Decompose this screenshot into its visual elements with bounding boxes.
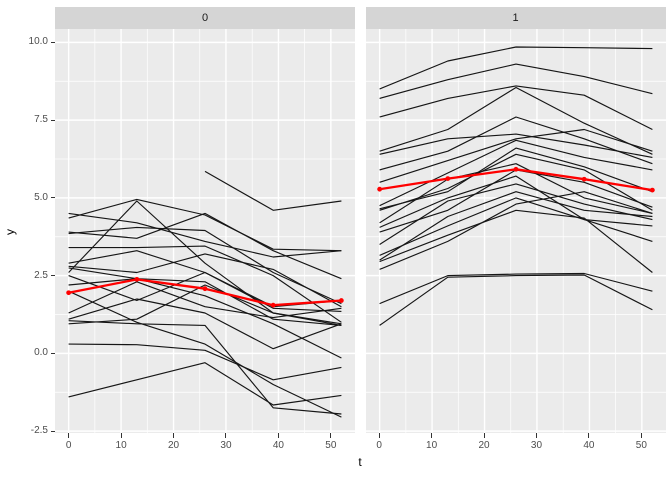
subject-trajectory-line: [378, 209, 653, 273]
subject-trajectory-line: [68, 298, 342, 350]
y-tick-mark: [50, 352, 55, 354]
x-tick-mark: [483, 433, 485, 438]
subject-trajectory-line: [68, 362, 342, 406]
subject-trajectory-line: [68, 267, 342, 326]
x-tick-mark: [120, 433, 122, 438]
subject-trajectory-line: [378, 46, 652, 90]
x-tick-label: 20: [167, 440, 180, 451]
subject-trajectory-line: [68, 278, 342, 359]
y-tick-label: 2.5: [34, 269, 48, 281]
subject-trajectory-line: [378, 133, 653, 158]
subject-trajectory-line: [378, 163, 653, 224]
y-tick-mark: [50, 119, 55, 121]
x-tick-label: 50: [635, 440, 647, 451]
facet-strip-0: 0: [55, 7, 355, 29]
subject-trajectory-line: [68, 198, 342, 252]
x-tick-label: 30: [530, 440, 543, 451]
x-tick-mark: [225, 433, 227, 438]
x-tick-label: 40: [272, 440, 284, 451]
mean-point: [338, 298, 344, 303]
facet-strip-1-label: 1: [512, 12, 519, 24]
x-axis-title: t: [358, 455, 362, 469]
mean-point: [581, 176, 587, 182]
mean-point: [376, 186, 382, 192]
facet-strip-1: 1: [365, 7, 666, 29]
subject-trajectory-line: [68, 250, 342, 308]
facet-0-plot-area: [55, 29, 355, 433]
subject-trajectory-line: [378, 197, 653, 256]
x-tick-mark: [330, 433, 332, 438]
y-tick-mark: [50, 197, 55, 199]
facet-panel-1: [365, 29, 666, 433]
y-tick-label: -2.5: [30, 425, 48, 437]
subject-trajectory-line: [68, 320, 342, 415]
y-tick-label: 5.0: [34, 191, 48, 203]
x-tick-mark: [378, 433, 380, 438]
y-tick-label: 10.0: [28, 36, 48, 48]
x-tick-label: 30: [220, 440, 232, 451]
mean-line: [68, 278, 342, 307]
subject-trajectory-line: [204, 170, 342, 211]
subject-trajectory-line: [378, 63, 653, 99]
subject-trajectory-line: [378, 147, 653, 210]
x-tick-label: 10: [426, 440, 438, 451]
y-tick-mark: [50, 430, 55, 432]
x-tick-mark: [535, 433, 537, 438]
facet-strip-0-label: 0: [201, 12, 209, 24]
x-tick-label: 50: [325, 440, 337, 451]
subject-trajectory-line: [378, 191, 653, 270]
mean-point: [444, 176, 450, 181]
subject-trajectory-line: [378, 169, 653, 233]
x-tick-label: 10: [115, 440, 127, 451]
y-axis-title: y: [3, 229, 17, 235]
mean-point: [513, 166, 518, 172]
subject-trajectory-line: [68, 343, 342, 381]
x-tick-mark: [68, 433, 70, 438]
subject-trajectory-line: [378, 86, 653, 155]
subject-trajectory-line: [378, 191, 652, 261]
mean-point: [66, 290, 72, 296]
x-tick-mark: [431, 433, 433, 438]
y-tick-mark: [50, 41, 55, 43]
subject-trajectory-line: [68, 245, 342, 323]
subject-trajectory-line: [68, 271, 342, 312]
subject-trajectory-line: [68, 212, 342, 258]
mean-line: [378, 168, 653, 192]
x-tick-label: 40: [583, 440, 595, 451]
mean-point: [202, 286, 208, 292]
subject-trajectory-line: [378, 175, 652, 228]
facet-1-plot-area: [365, 29, 666, 433]
y-tick-mark: [50, 275, 55, 277]
mean-point: [270, 302, 276, 308]
subject-trajectory-line: [68, 253, 342, 308]
subject-trajectory-line: [68, 290, 342, 418]
x-tick-label: 0: [65, 440, 72, 451]
mean-point: [134, 276, 140, 282]
x-tick-mark: [640, 433, 642, 438]
subject-trajectory-line: [378, 274, 653, 326]
mean-point: [649, 187, 655, 193]
subject-trajectory-line: [378, 139, 653, 207]
subject-trajectory-line: [68, 284, 342, 326]
subject-trajectory-line: [68, 212, 342, 280]
subject-trajectory-line: [378, 183, 653, 245]
x-tick-label: 0: [376, 440, 382, 451]
subject-trajectory-line: [68, 281, 342, 319]
subject-trajectory-line: [378, 128, 653, 183]
x-tick-mark: [277, 433, 279, 438]
subject-trajectory-line: [378, 272, 653, 305]
facet-panel-0: [55, 29, 355, 433]
x-tick-label: 20: [478, 440, 490, 451]
subject-trajectory-line: [378, 85, 653, 131]
y-tick-label: 7.5: [34, 114, 48, 126]
subject-trajectory-line: [68, 226, 342, 305]
x-tick-mark: [588, 433, 590, 438]
subject-trajectory-line: [378, 116, 653, 171]
x-tick-mark: [173, 433, 175, 438]
y-tick-label: 0.0: [34, 347, 48, 359]
